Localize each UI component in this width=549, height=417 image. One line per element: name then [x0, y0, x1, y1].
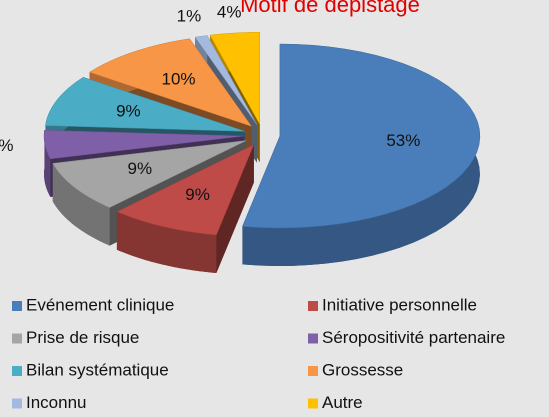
- legend-swatch: [12, 301, 22, 311]
- slice: [89, 38, 253, 127]
- slice: [194, 35, 258, 125]
- data-label: 9%: [116, 102, 141, 121]
- data-label: 53%: [386, 131, 420, 150]
- legend-swatch: [308, 366, 318, 376]
- legend-label: Initiative personnelle: [322, 295, 477, 314]
- slice-side: [44, 130, 51, 197]
- data-label: 9%: [127, 159, 152, 178]
- slice: [52, 140, 247, 208]
- legend-label: Prise de risque: [26, 328, 139, 347]
- slice: [43, 129, 245, 160]
- legend-swatch: [308, 333, 318, 344]
- data-label: 5%: [0, 136, 13, 155]
- slice: [209, 32, 260, 126]
- data-label: 1%: [177, 6, 202, 25]
- data-label: 10%: [162, 70, 196, 89]
- legend-swatch: [308, 301, 318, 311]
- slice-side: [52, 163, 110, 246]
- legend-swatch: [308, 398, 318, 409]
- chart-title: Motif de dépistage: [240, 0, 420, 17]
- legend-label: Grossesse: [322, 360, 403, 379]
- legend-swatch: [12, 333, 22, 344]
- legend-label: Autre: [322, 393, 363, 412]
- data-label: 9%: [185, 185, 210, 204]
- legend-label: Inconnu: [26, 393, 87, 412]
- slice-side: [116, 211, 217, 273]
- legend-label: Bilan systématique: [26, 360, 169, 379]
- legend-label: Séropositivité partenaire: [322, 328, 505, 347]
- slice: [242, 43, 481, 229]
- pie-tops: [43, 32, 481, 236]
- data-label: 4%: [217, 2, 242, 21]
- legend-swatch: [12, 366, 22, 376]
- legend-swatch: [12, 398, 22, 409]
- slice: [45, 76, 246, 132]
- legend-label: Evénement clinique: [26, 295, 174, 314]
- slice: [116, 144, 255, 236]
